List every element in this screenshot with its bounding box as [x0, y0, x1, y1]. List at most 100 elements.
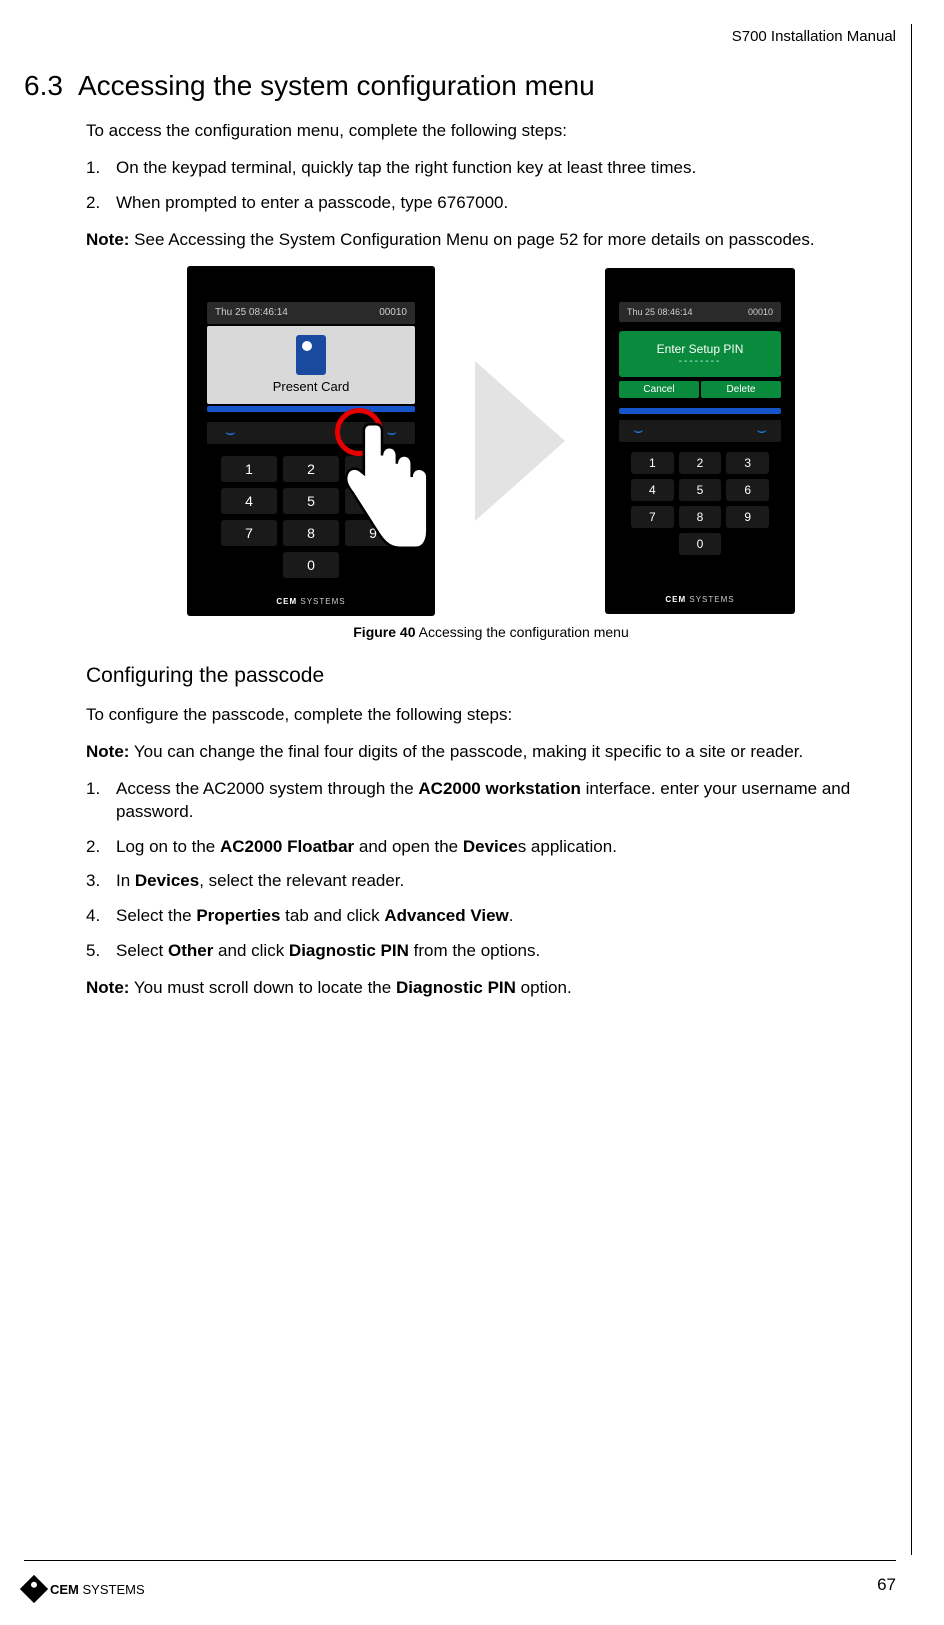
note-bold: Diagnostic PIN — [396, 978, 516, 997]
doc-title: S700 Installation Manual — [732, 28, 896, 45]
status-left: Thu 25 08:46:14 — [215, 307, 288, 318]
note-post: option. — [516, 978, 572, 997]
list-item: 2. When prompted to enter a passcode, ty… — [86, 192, 896, 215]
keypad-key[interactable]: 1 — [631, 452, 674, 474]
figure-row: Thu 25 08:46:14 00010 Present Card ⌣ ⌣ 1… — [86, 266, 896, 616]
section-heading: 6.3Accessing the system configuration me… — [24, 70, 896, 102]
accent-bar — [619, 408, 781, 414]
footer-logo-bold: CEM — [50, 1582, 79, 1597]
note-label: Note: — [86, 742, 129, 761]
list-item: 5. Select Other and click Diagnostic PIN… — [86, 940, 896, 963]
section-intro: To access the configuration menu, comple… — [86, 120, 896, 143]
cem-logo: CEM SYSTEMS — [187, 597, 435, 606]
sub-heading: Configuring the passcode — [86, 664, 896, 688]
step-number: 2. — [86, 836, 116, 859]
step-text: On the keypad terminal, quickly tap the … — [116, 157, 896, 180]
pin-title: Enter Setup PIN — [657, 342, 744, 356]
keypad-key[interactable]: 8 — [679, 506, 722, 528]
keypad-blank — [726, 533, 769, 555]
keypad-key[interactable]: 0 — [679, 533, 722, 555]
keypad-key[interactable]: 3 — [726, 452, 769, 474]
reader-left: Thu 25 08:46:14 00010 Present Card ⌣ ⌣ 1… — [187, 266, 435, 616]
keypad-key[interactable]: 9 — [726, 506, 769, 528]
right-bracket-icon: ⌣ — [756, 422, 767, 440]
note-label: Note: — [86, 978, 129, 997]
keypad-key[interactable]: 6 — [726, 479, 769, 501]
status-bar: Thu 25 08:46:14 00010 — [207, 302, 415, 324]
page-number: 67 — [877, 1575, 896, 1595]
display-area: Present Card — [207, 326, 415, 404]
reader-right: Thu 25 08:46:14 00010 Enter Setup PIN --… — [605, 268, 795, 614]
section-steps: 1. On the keypad terminal, quickly tap t… — [86, 157, 896, 215]
step-number: 4. — [86, 905, 116, 928]
footer-logo: CEM SYSTEMS — [24, 1579, 145, 1599]
pin-banner: Enter Setup PIN -------- — [619, 331, 781, 377]
keypad-blank — [221, 552, 277, 578]
step-text: Select Other and click Diagnostic PIN fr… — [116, 940, 896, 963]
footer-logo-text: CEM SYSTEMS — [50, 1582, 145, 1597]
display-area: Enter Setup PIN -------- Cancel Delete — [619, 324, 781, 406]
step-text: When prompted to enter a passcode, type … — [116, 192, 896, 215]
card-icon — [296, 335, 326, 375]
keypad-key[interactable]: 7 — [631, 506, 674, 528]
step-number: 2. — [86, 192, 116, 215]
caption-rians: Accessing the configuration menu — [416, 624, 629, 640]
page-side-rule — [911, 24, 912, 1555]
delete-button[interactable]: Delete — [701, 381, 781, 398]
section-title: Accessing the system configuration menu — [78, 70, 595, 101]
sub-note2: Note: You must scroll down to locate the… — [86, 977, 896, 1000]
caption-bold: Figure 40 — [353, 624, 415, 640]
keypad-blank — [631, 533, 674, 555]
sub-note1: Note: You can change the final four digi… — [86, 741, 896, 764]
status-right: 00010 — [379, 307, 407, 318]
note-pre: You must scroll down to locate the — [129, 978, 396, 997]
accent-bar — [207, 406, 415, 412]
footer-logo-rest: SYSTEMS — [79, 1582, 145, 1597]
note-label: Note: — [86, 230, 129, 249]
step-text: In Devices, select the relevant reader. — [116, 870, 896, 893]
list-item: 1. On the keypad terminal, quickly tap t… — [86, 157, 896, 180]
diamond-icon — [20, 1575, 48, 1603]
note-text: See Accessing the System Configuration M… — [129, 230, 814, 249]
left-bracket-icon: ⌣ — [225, 424, 236, 442]
sub-steps: 1. Access the AC2000 system through the … — [86, 778, 896, 964]
keypad-key[interactable]: 4 — [631, 479, 674, 501]
list-item: 3. In Devices, select the relevant reade… — [86, 870, 896, 893]
list-item: 2. Log on to the AC2000 Floatbar and ope… — [86, 836, 896, 859]
hand-pointer-icon — [327, 416, 437, 556]
section-note: Note: See Accessing the System Configura… — [86, 229, 896, 252]
footer-rule — [24, 1560, 896, 1561]
logo-rest: SYSTEMS — [686, 595, 734, 604]
pin-buttons: Cancel Delete — [619, 381, 781, 398]
left-bracket-icon: ⌣ — [633, 422, 644, 440]
step-number: 1. — [86, 157, 116, 180]
cancel-button[interactable]: Cancel — [619, 381, 699, 398]
keypad-key[interactable]: 5 — [679, 479, 722, 501]
softkey-bar: ⌣ ⌣ — [619, 420, 781, 442]
status-left: Thu 25 08:46:14 — [627, 307, 693, 317]
step-text: Access the AC2000 system through the AC2… — [116, 778, 896, 824]
pin-mask: -------- — [679, 356, 722, 367]
keypad-key[interactable]: 7 — [221, 520, 277, 546]
arrow-icon — [475, 361, 565, 521]
step-text: Select the Properties tab and click Adva… — [116, 905, 896, 928]
keypad-key[interactable]: 1 — [221, 456, 277, 482]
keypad-key[interactable]: 2 — [679, 452, 722, 474]
logo-bold: CEM — [276, 597, 297, 606]
step-number: 3. — [86, 870, 116, 893]
figure-caption: Figure 40 Accessing the configuration me… — [86, 624, 896, 640]
logo-bold: CEM — [665, 595, 686, 604]
list-item: 4. Select the Properties tab and click A… — [86, 905, 896, 928]
step-number: 1. — [86, 778, 116, 824]
keypad: 1 2 3 4 5 6 7 8 9 0 — [631, 452, 769, 555]
display-text: Present Card — [273, 379, 350, 394]
step-number: 5. — [86, 940, 116, 963]
sub-intro: To configure the passcode, complete the … — [86, 704, 896, 727]
step-text: Log on to the AC2000 Floatbar and open t… — [116, 836, 896, 859]
status-right: 00010 — [748, 307, 773, 317]
cem-logo: CEM SYSTEMS — [605, 595, 795, 604]
logo-rest: SYSTEMS — [297, 597, 345, 606]
figure-40: Thu 25 08:46:14 00010 Present Card ⌣ ⌣ 1… — [86, 266, 896, 616]
list-item: 1. Access the AC2000 system through the … — [86, 778, 896, 824]
keypad-key[interactable]: 4 — [221, 488, 277, 514]
